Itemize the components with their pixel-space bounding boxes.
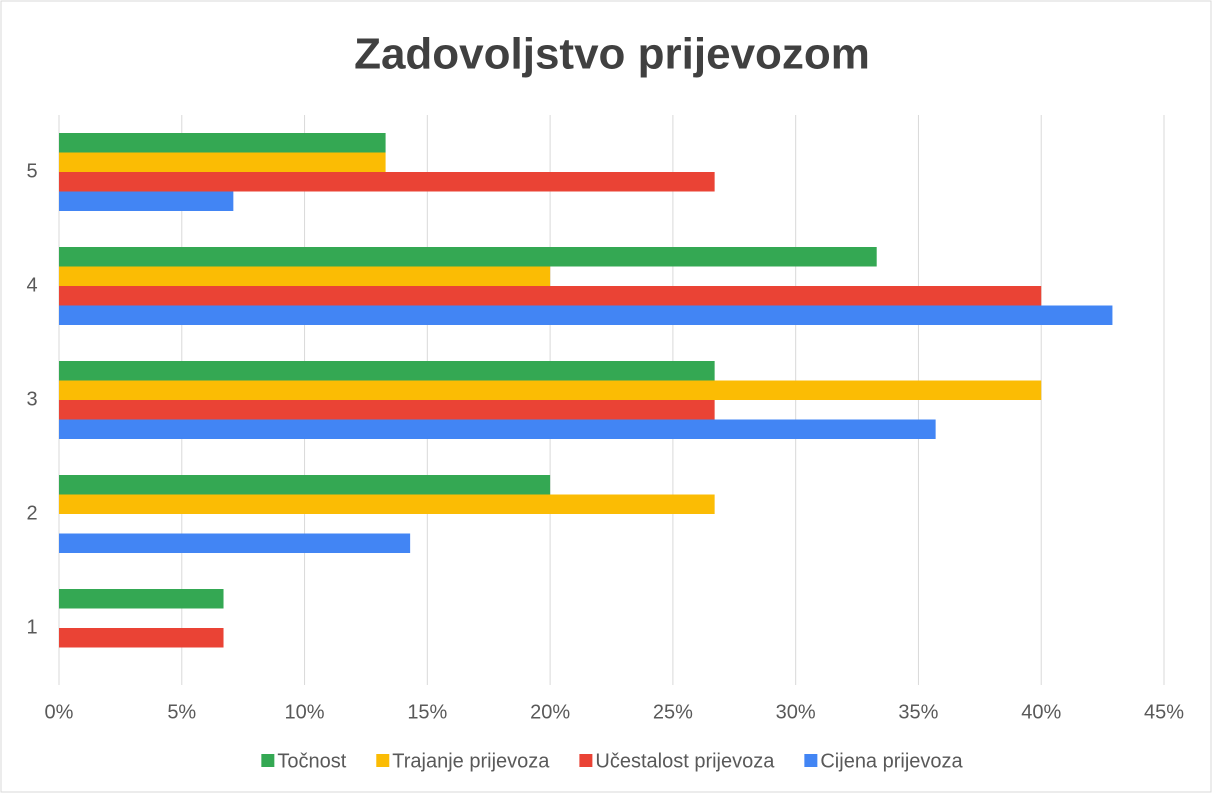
bar [59,266,551,286]
bar [59,305,1113,325]
bar [59,589,224,609]
x-tick-label: 35% [898,701,938,723]
x-tick-label: 45% [1144,701,1184,723]
bar [59,152,386,172]
bar [59,475,551,495]
chart-title: Zadovoljstvo prijevozom [354,30,870,79]
legend-label: Točnost [277,750,346,772]
legend-swatch [804,754,818,767]
bar [59,533,411,553]
x-tick-label: 0% [45,701,74,723]
bar [59,400,715,420]
bar [59,133,386,153]
y-tick-label: 5 [26,160,37,182]
x-tick-label: 30% [776,701,816,723]
legend-label: Cijena prijevoza [820,750,963,772]
x-tick-label: 40% [1021,701,1061,723]
x-tick-label: 15% [407,701,447,723]
bar [59,361,715,381]
legend-label: Učestalost prijevoza [595,750,775,772]
y-tick-label: 4 [26,274,37,296]
legend-swatch [376,754,390,767]
bar [59,191,234,211]
y-tick-label: 3 [26,388,37,410]
bar [59,419,936,439]
bar [59,286,1042,306]
legend-swatch [261,754,275,767]
x-tick-label: 25% [653,701,693,723]
bar [59,380,1042,400]
y-tick-label: 1 [26,616,37,638]
legend-swatch [579,754,593,767]
x-tick-label: 5% [167,701,196,723]
legend-label: Trajanje prijevoza [392,750,550,772]
bar [59,494,715,514]
bar [59,247,877,267]
x-tick-label: 10% [285,701,325,723]
x-tick-label: 20% [530,701,570,723]
bar [59,628,224,648]
y-tick-label: 2 [26,502,37,524]
bar [59,172,715,192]
